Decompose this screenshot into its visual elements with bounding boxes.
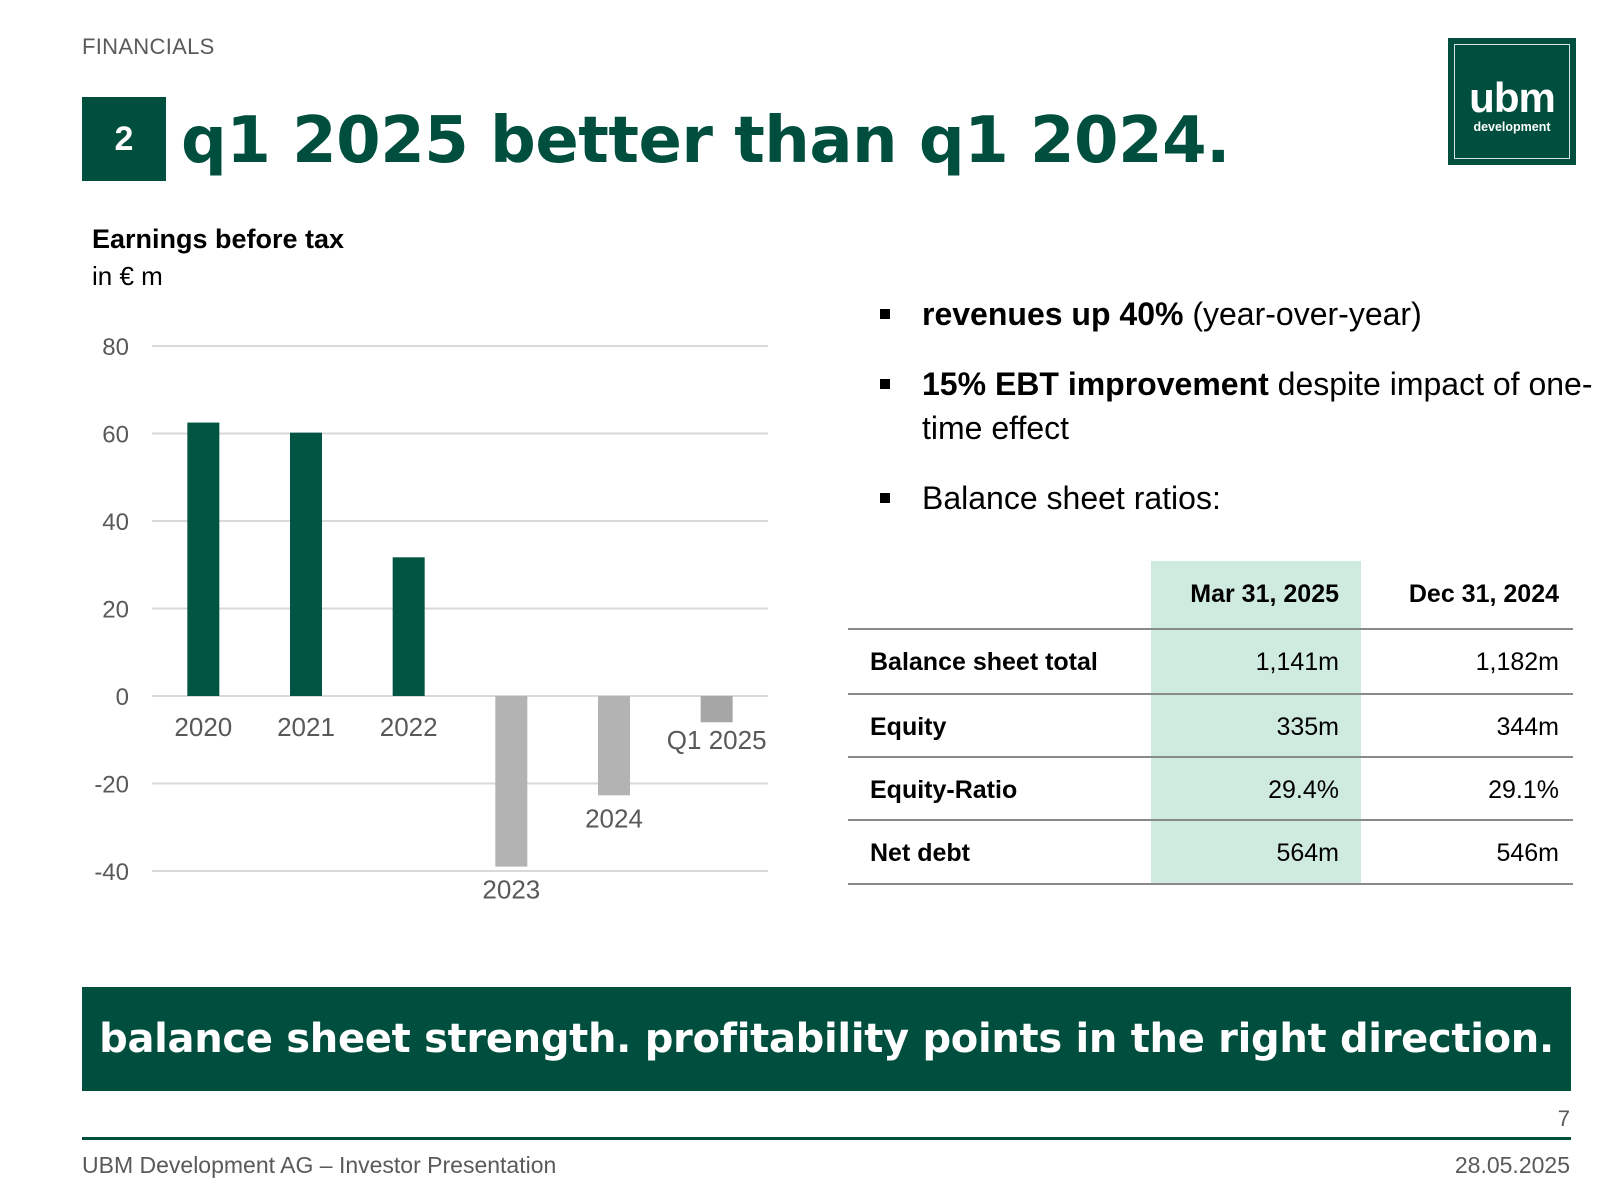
y-tick-label: -40 bbox=[94, 859, 129, 886]
row-value-dec: 344m bbox=[1496, 713, 1559, 741]
bullet-marker bbox=[880, 379, 890, 389]
logo-frame: ubm development bbox=[1454, 44, 1570, 159]
conclusion-banner: balance sheet strength. profitability po… bbox=[82, 987, 1571, 1091]
row-value-dec: 546m bbox=[1496, 839, 1559, 867]
row-value-dec: 29.1% bbox=[1488, 776, 1559, 804]
bar-2024 bbox=[598, 696, 630, 796]
chart-title: Earnings before tax bbox=[92, 224, 345, 254]
x-tick-label: 2024 bbox=[585, 803, 643, 833]
row-label: Equity bbox=[870, 713, 947, 741]
page-title: q1 2025 better than q1 2024. bbox=[181, 104, 1230, 178]
row-value-mar: 29.4% bbox=[1268, 776, 1339, 804]
table-header: Mar 31, 2025 Dec 31, 2024 bbox=[848, 580, 1573, 620]
section-label: FINANCIALS bbox=[82, 34, 215, 59]
table-row: Equity-Ratio 29.4% 29.1% bbox=[848, 758, 1573, 821]
bar-2023 bbox=[495, 696, 528, 867]
table-rule bbox=[848, 756, 1573, 758]
row-value-mar: 335m bbox=[1276, 713, 1339, 741]
row-label: Net debt bbox=[870, 839, 970, 867]
bullet-revenues: revenues up 40% (year-over-year) bbox=[880, 292, 1600, 336]
ebt-bar-chart: 80 60 40 20 0 -20 -40 2020 2021 2022 2023 2024 Q1 20… bbox=[94, 334, 768, 905]
x-tick-label: Q1 2025 bbox=[667, 725, 767, 755]
header-dec-2024: Dec 31, 2024 bbox=[1408, 580, 1559, 608]
y-tick-label: 80 bbox=[102, 334, 129, 361]
table-rule bbox=[848, 883, 1573, 885]
table-rule bbox=[848, 693, 1573, 695]
y-tick-label: 60 bbox=[102, 422, 129, 449]
x-tick-label: 2020 bbox=[174, 712, 232, 742]
x-tick-label: 2021 bbox=[277, 712, 335, 742]
y-tick-label: 20 bbox=[102, 597, 129, 624]
y-tick-label: 0 bbox=[116, 684, 129, 711]
x-tick-label: 2022 bbox=[380, 712, 438, 742]
bar-2021 bbox=[290, 432, 322, 696]
row-value-mar: 1,141m bbox=[1255, 648, 1339, 676]
bullet-ebt: 15% EBT improvement despite impact of on… bbox=[880, 362, 1600, 450]
y-tick-label: -20 bbox=[94, 772, 129, 799]
bar-2022 bbox=[392, 557, 425, 696]
table-rule bbox=[848, 819, 1573, 821]
x-tick-label: 2023 bbox=[482, 875, 540, 905]
bullet-list: revenues up 40% (year-over-year) 15% EBT… bbox=[880, 292, 1600, 546]
row-label: Balance sheet total bbox=[870, 648, 1098, 676]
bullet-text: Balance sheet ratios: bbox=[922, 480, 1221, 516]
bullet-bold-text: 15% EBT improvement bbox=[922, 366, 1269, 402]
row-value-dec: 1,182m bbox=[1475, 648, 1559, 676]
table-row: Balance sheet total 1,141m 1,182m bbox=[848, 630, 1573, 693]
bullet-balance-sheet: Balance sheet ratios: bbox=[880, 476, 1600, 520]
row-label: Equity-Ratio bbox=[870, 776, 1018, 804]
ubm-logo: ubm development bbox=[1448, 38, 1576, 165]
footer-divider bbox=[82, 1137, 1571, 1140]
bullet-marker bbox=[880, 493, 890, 503]
bullet-marker bbox=[880, 309, 890, 319]
chart-unit: in € m bbox=[92, 261, 163, 291]
bullet-text: despite impact of one-time effect bbox=[922, 366, 1593, 446]
header-mar-2025: Mar 31, 2025 bbox=[1190, 580, 1339, 608]
logo-subtitle: development bbox=[1473, 119, 1551, 134]
y-tick-label: 40 bbox=[102, 509, 129, 536]
table-row: Equity 335m 344m bbox=[848, 695, 1573, 758]
logo-word: ubm bbox=[1469, 73, 1556, 121]
page-number: 7 bbox=[1557, 1106, 1570, 1131]
row-value-mar: 564m bbox=[1276, 839, 1339, 867]
slide-number-badge: 2 bbox=[82, 97, 166, 181]
bullet-text: (year-over-year) bbox=[1183, 296, 1422, 332]
bullet-bold-text: revenues up 40% bbox=[922, 296, 1184, 332]
footer-company: UBM Development AG – Investor Presentati… bbox=[82, 1152, 557, 1178]
bar-q1-2025 bbox=[700, 696, 733, 723]
footer-date: 28.05.2025 bbox=[1454, 1152, 1570, 1178]
table-rule bbox=[848, 628, 1573, 630]
table-row: Net debt 564m 546m bbox=[848, 821, 1573, 884]
bar-2020 bbox=[187, 422, 220, 696]
highlight-column bbox=[1151, 561, 1361, 884]
